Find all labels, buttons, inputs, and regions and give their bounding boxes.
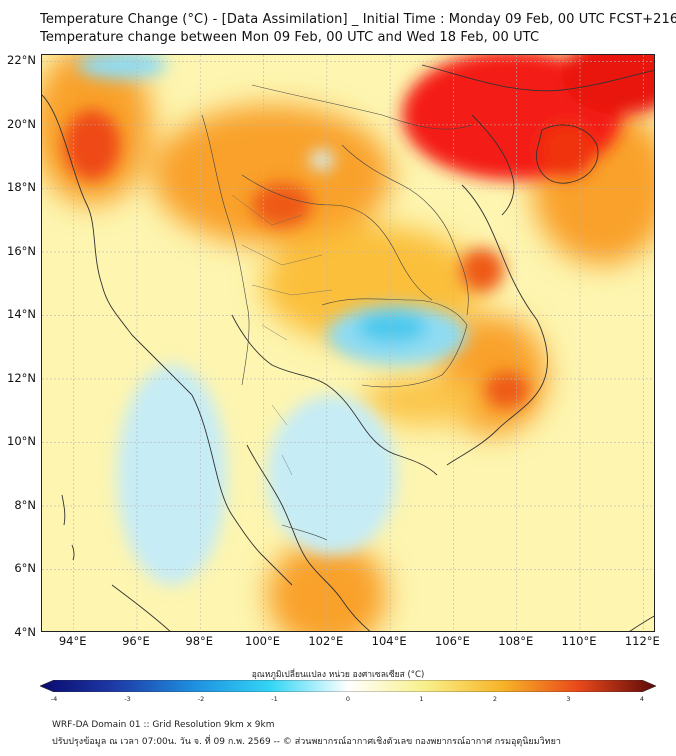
border-thailand-malaysia [281,524,328,541]
coast-myanmar-tenasserim [191,394,293,586]
temperature-change-map [42,55,654,631]
border-china [251,84,473,130]
model-info: WRF-DA Domain 01 :: Grid Resolution 9km … [52,720,275,730]
coast-gulf-tonkin [471,114,515,216]
colorbar-tick-label: 3 [566,695,571,703]
map-title: Temperature Change (°C) - [Data Assimila… [40,12,676,27]
hot-anomaly-layer [64,55,654,408]
warm-area-north-thailand [152,105,392,245]
map-frame [41,54,655,632]
colorbar-tick-label: -1 [271,695,278,703]
latitude-label: 16°N [7,243,36,258]
colorbar-tick-label: 1 [419,695,424,703]
warm-area-cambodia-south [362,375,482,425]
latitude-label: 22°N [7,53,36,68]
latitude-label: 18°N [7,180,36,195]
latitude-label: 12°N [7,370,36,385]
colorbar-tick-label: -2 [197,695,205,703]
longitude-label: 96°E [122,634,150,648]
longitude-label: 104°E [371,634,407,648]
map-subtitle: Temperature change between Mon 09 Feb, 0… [40,30,540,45]
coast-islands-andaman [61,494,75,561]
coast-borneo-west [629,615,654,631]
coastlines [42,64,654,631]
coast-south-china [421,64,654,92]
graticule [42,55,654,631]
longitude-label: 100°E [245,634,281,648]
latitude-label: 20°N [7,116,36,131]
border-laos-vietnam [341,144,469,316]
latitude-label: 8°N [14,497,36,512]
cool-area-gulf [267,395,397,555]
colorbar-body [40,680,656,692]
country-borders [201,84,473,541]
coast-sumatra-north [111,584,171,631]
latitude-label: 4°N [14,625,36,639]
hot-area-west-myanmar [64,110,120,180]
border-cambodia [321,298,468,388]
provincial-lines-thailand [231,194,333,476]
border-thailand-laos [241,174,433,301]
border-myanmar-thailand [201,114,250,386]
longitude-label: 108°E [498,634,534,648]
longitude-label: 112°E [624,634,660,648]
latitude-label: 6°N [14,561,36,576]
colorbar-tick-label: -3 [124,695,131,703]
coast-vietnam [446,184,548,466]
cool-core-cambodia [357,311,427,343]
longitude-label: 94°E [58,634,87,648]
colorbar [40,680,656,692]
cool-area-north [77,55,167,79]
colorbar-tick-label: 2 [492,695,498,703]
longitude-label: 98°E [185,634,214,648]
longitude-label: 110°E [561,634,597,648]
hot-area-hainan [539,122,595,178]
cool-anomaly-layer [77,55,467,585]
colorbar-tick-label: -4 [50,695,58,703]
cool-area-andaman [117,365,227,585]
longitude-label: 102°E [308,634,344,648]
hot-area-north-thailand [252,183,312,227]
latitude-label: 10°N [7,434,36,449]
coast-thailand-gulf [231,314,438,476]
warm-area-malaysia [267,540,387,631]
update-credit: ปรับปรุงข้อมูล ณ เวลา 07:00น. วัน จ. ที่… [52,737,561,747]
hot-area-central-vietnam [460,248,504,292]
colorbar-tick-label: 4 [639,695,645,703]
coast-hainan [536,124,599,184]
cool-area-north-laos [310,150,334,170]
coast-peninsula [246,444,371,631]
colorbar-title: อุณหภูมิเปลี่ยนแปลง หน่วย องศาเซลเซียส (… [251,670,425,680]
colorbar-tick-label: 0 [345,695,351,703]
hot-area-south-vietnam [485,372,529,408]
longitude-label: 106°E [434,634,470,648]
coast-bay-of-bengal [42,94,193,396]
hot-area-northeast [562,55,654,115]
latitude-label: 14°N [7,307,36,322]
